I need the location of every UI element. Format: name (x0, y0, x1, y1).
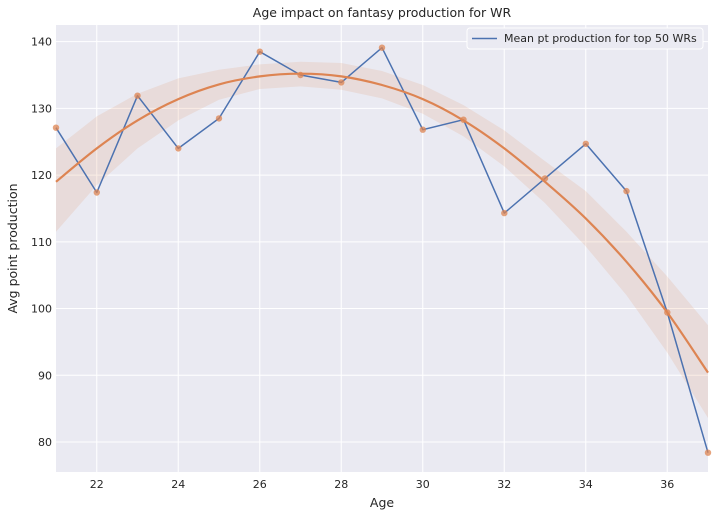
data-point (419, 126, 426, 133)
x-ticks: 22 24 26 28 30 32 34 36 (90, 478, 675, 491)
x-tick-label: 22 (90, 478, 104, 491)
x-tick-label: 30 (416, 478, 430, 491)
data-point (215, 115, 223, 122)
data-point (93, 189, 101, 196)
data-point (134, 92, 141, 99)
data-point (664, 309, 671, 316)
data-point (256, 48, 263, 55)
legend: Mean pt production for top 50 WRs (466, 27, 704, 50)
data-point (501, 209, 508, 217)
data-point (175, 145, 182, 152)
data-point (582, 140, 589, 147)
x-tick-label: 24 (171, 478, 185, 491)
legend-box (466, 27, 704, 50)
regression-line (55, 72, 709, 374)
x-tick-label: 34 (579, 478, 593, 491)
data-points (52, 44, 712, 456)
data-point (460, 116, 467, 123)
plot-area (56, 25, 708, 472)
y-tick-label: 140 (31, 36, 52, 49)
chart-title: Age impact on fantasy production for WR (253, 5, 512, 20)
data-point (378, 44, 386, 51)
y-tick-label: 130 (31, 102, 52, 115)
data-point (52, 124, 60, 131)
y-tick-label: 80 (38, 436, 52, 449)
y-tick-label: 110 (31, 236, 52, 249)
data-point (297, 71, 304, 79)
data-point (623, 187, 630, 195)
x-tick-label: 32 (497, 478, 511, 491)
data-point (541, 175, 549, 182)
x-tick-label: 36 (660, 478, 674, 491)
y-axis-label: Avg point production (5, 183, 20, 313)
data-point (704, 449, 712, 456)
y-tick-label: 120 (31, 169, 52, 182)
legend-label: Mean pt production for top 50 WRs (504, 32, 697, 45)
x-tick-label: 28 (334, 478, 348, 491)
y-tick-label: 100 (31, 303, 52, 316)
y-ticks: 80 90 100 110 120 130 140 (31, 36, 52, 449)
data-point (338, 79, 345, 86)
x-axis-label: Age (370, 495, 394, 510)
y-tick-label: 90 (38, 369, 52, 382)
x-tick-label: 26 (253, 478, 267, 491)
